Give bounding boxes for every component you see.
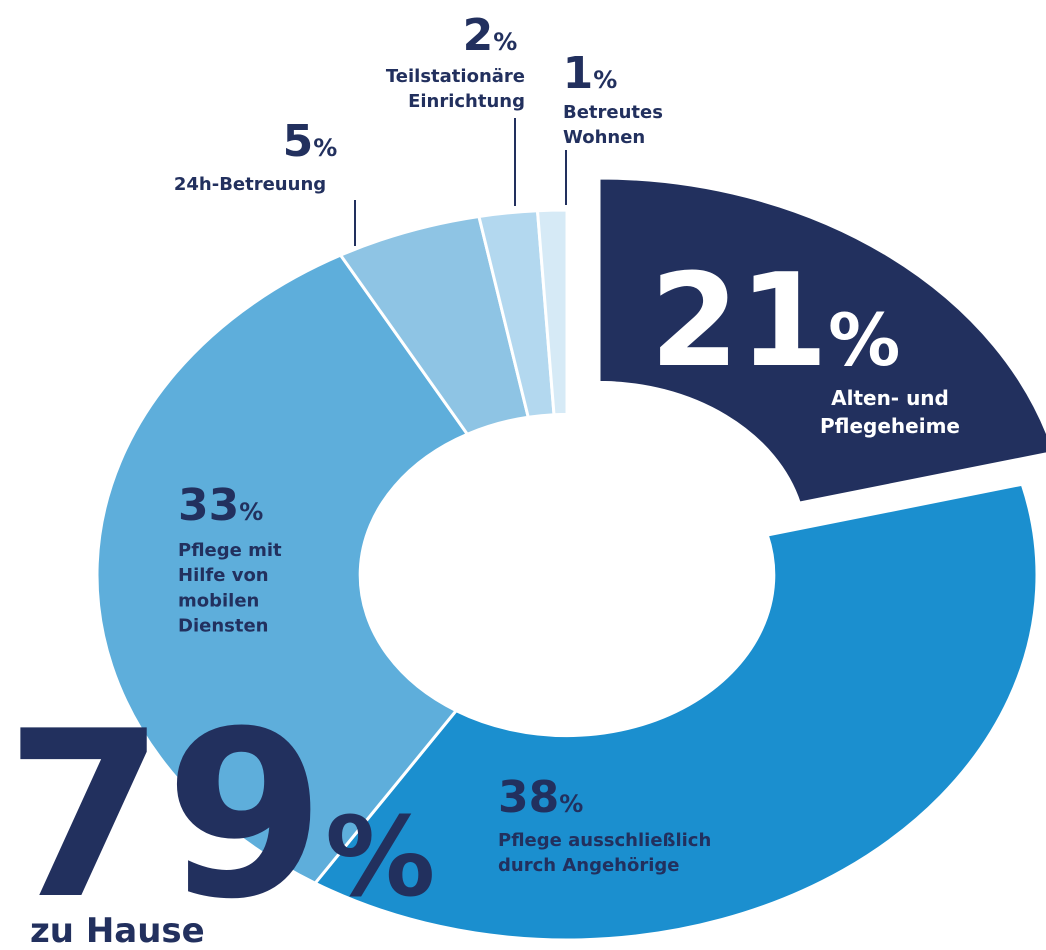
value-number: 38 [498, 772, 559, 823]
label-line: Einrichtung [408, 91, 525, 112]
value-label: 38% [498, 772, 583, 823]
label-line: Hilfe von [178, 565, 269, 586]
category-label: 24h-Betreuung [174, 174, 326, 195]
category-label: Pflege mit Hilfe von mobilen Diensten [178, 540, 282, 637]
label-line: Teilstationäre [386, 66, 525, 87]
value-unit: % [593, 66, 617, 94]
label-line: Betreutes [563, 102, 663, 123]
label-line: Alten- und [831, 386, 949, 410]
annotation-text: zu Hause [30, 911, 205, 950]
value-label: 2% [463, 10, 518, 61]
label-line: Pflege mit [178, 540, 282, 561]
annotation-value: 79% [5, 683, 435, 950]
category-label: Teilstationäre Einrichtung [386, 66, 525, 112]
label-line: Wohnen [563, 127, 645, 148]
segment [597, 176, 1046, 505]
label-line: mobilen [178, 590, 259, 611]
value-unit: % [559, 790, 583, 818]
category-label: Alten- und Pflegeheime [820, 386, 960, 438]
category-label: Betreutes Wohnen [563, 102, 663, 148]
donut [95, 176, 1046, 942]
segment [95, 253, 470, 886]
value-number: 2 [463, 10, 494, 61]
label-line: 24h-Betreuung [174, 174, 326, 195]
value-number: 21 [650, 247, 828, 396]
label-line: Diensten [178, 616, 268, 637]
value-number: 1 [563, 48, 594, 99]
annotation-unit: % [325, 793, 435, 921]
value-label: 33% [178, 480, 263, 531]
value-unit: % [493, 28, 517, 56]
segment [535, 208, 569, 417]
label-line: durch Angehörige [498, 855, 680, 876]
segment [312, 482, 1039, 942]
value-number: 33 [178, 480, 239, 531]
annotation-number: 79 [5, 683, 325, 950]
label-line: Pflege ausschließlich [498, 830, 711, 851]
value-number: 5 [283, 116, 314, 167]
category-label: Pflege ausschließlich durch Angehörige [498, 830, 711, 876]
value-label: 1% [563, 48, 618, 99]
value-label: 21% [650, 247, 900, 396]
value-unit: % [828, 298, 900, 382]
label-line: Pflegeheime [820, 414, 960, 438]
value-label: 5% [283, 116, 338, 167]
value-unit: % [239, 498, 263, 526]
value-unit: % [313, 134, 337, 162]
